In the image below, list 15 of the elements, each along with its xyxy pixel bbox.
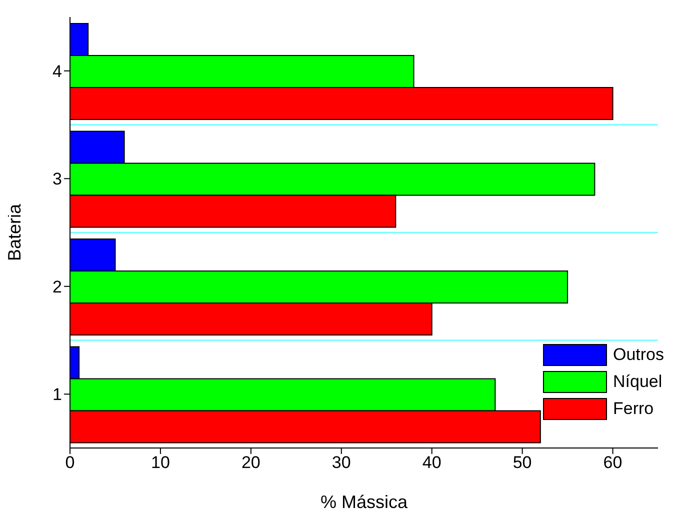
y-tick-label: 3 [52,170,62,189]
y-tick-label: 2 [52,277,62,296]
x-tick-label: 60 [603,453,622,472]
x-axis-title: % Mássica [320,492,408,512]
x-tick-label: 10 [151,453,170,472]
x-tick-label: 40 [422,453,442,472]
legend-label: Níquel [613,372,662,392]
legend-label: Outros [613,344,664,364]
x-tick-label: 50 [512,453,532,472]
x-tick-label: 20 [241,453,260,472]
x-tick-label: 30 [332,453,351,472]
y-tick-label: 1 [52,385,62,404]
y-tick-label: 4 [52,62,62,81]
x-tick-label: 0 [65,453,75,472]
legend-label: Ferro [613,398,654,418]
